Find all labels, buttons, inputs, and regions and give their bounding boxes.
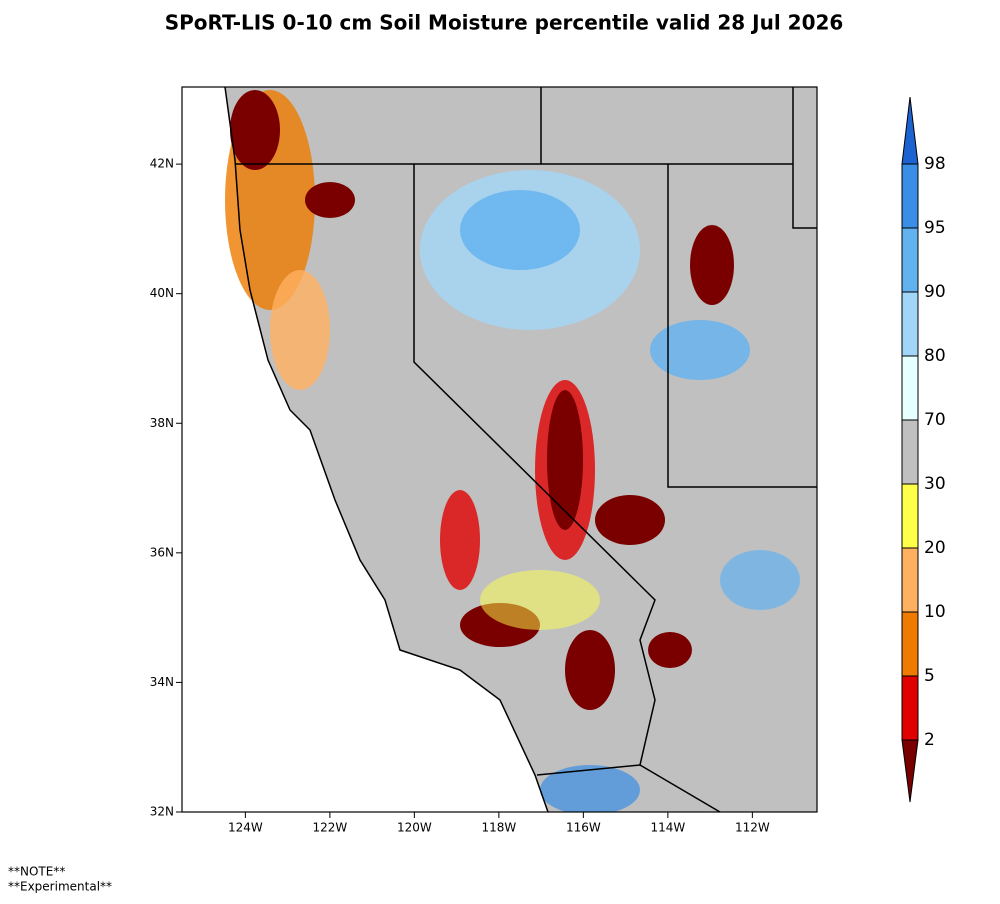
colorbar-label: 98 [924, 154, 946, 174]
colorbar-label: 70 [924, 410, 946, 430]
wet-area [540, 765, 640, 812]
state-borders [235, 87, 817, 812]
x-tick-label: 120W [397, 821, 432, 835]
x-tick-label: 118W [481, 821, 516, 835]
colorbar-high [901, 96, 919, 165]
colorbar-segment [901, 611, 919, 677]
border [536, 764, 721, 812]
title: SPoRT-LIS 0-10 cm Soil Moisture percenti… [165, 11, 844, 35]
x-tick-label: 122W [312, 821, 347, 835]
colorbar-label: 10 [924, 602, 946, 622]
x-tick-label: 114W [650, 821, 685, 835]
colorbar-segment [901, 419, 919, 485]
colorbar-segment [901, 483, 919, 549]
dry-area [305, 182, 355, 218]
wet-area [460, 190, 580, 270]
dry-area [690, 225, 734, 305]
colorbar-label: 5 [924, 666, 935, 686]
border [667, 164, 817, 488]
y-tick-label: 36N [150, 545, 174, 559]
colorbar-segment [901, 355, 919, 421]
map: 124W 122W 120W 118W 116W 114W 112W 32N 34N 36N 38N… [150, 86, 818, 835]
land [225, 87, 817, 812]
dry-area [547, 390, 583, 530]
x-tick-label: 112W [735, 821, 770, 835]
colorbar-label: 20 [924, 538, 946, 558]
coastline [224, 87, 549, 812]
dry-area [440, 490, 480, 590]
y-tick-label: 32N [150, 805, 174, 819]
note: **Experimental** [8, 880, 112, 894]
colorbar-segment [901, 675, 919, 741]
border [792, 87, 817, 229]
dry-area [565, 630, 615, 710]
wet-area [720, 550, 800, 610]
colorbar-segment [901, 547, 919, 613]
x-tick-label: 116W [566, 821, 601, 835]
colorbar-label: 2 [924, 730, 935, 750]
colorbar-low [901, 739, 919, 803]
colorbar-label: 90 [924, 282, 946, 302]
colorbar-segment [901, 227, 919, 293]
colorbar-label: 30 [924, 474, 946, 494]
note: **NOTE** [8, 865, 65, 879]
border [413, 164, 656, 766]
map-field [224, 87, 817, 812]
colorbar: 2 5 10 20 30 70 80 90 95 98 [901, 96, 946, 803]
colorbar-label: 95 [924, 218, 946, 238]
colorbar-label: 80 [924, 346, 946, 366]
dry-area [648, 632, 692, 668]
dry-area [230, 90, 280, 170]
y-tick-label: 40N [150, 286, 174, 300]
dry-area [480, 570, 600, 630]
map-frame [181, 86, 818, 813]
dry-area [595, 495, 665, 545]
dry-area [270, 270, 330, 390]
y-tick-label: 34N [150, 675, 174, 689]
y-tick-label: 38N [150, 416, 174, 430]
x-tick-label: 124W [228, 821, 263, 835]
y-tick-label: 42N [150, 157, 174, 171]
colorbar-segment [901, 163, 919, 229]
wet-area [650, 320, 750, 380]
colorbar-segment [901, 291, 919, 357]
